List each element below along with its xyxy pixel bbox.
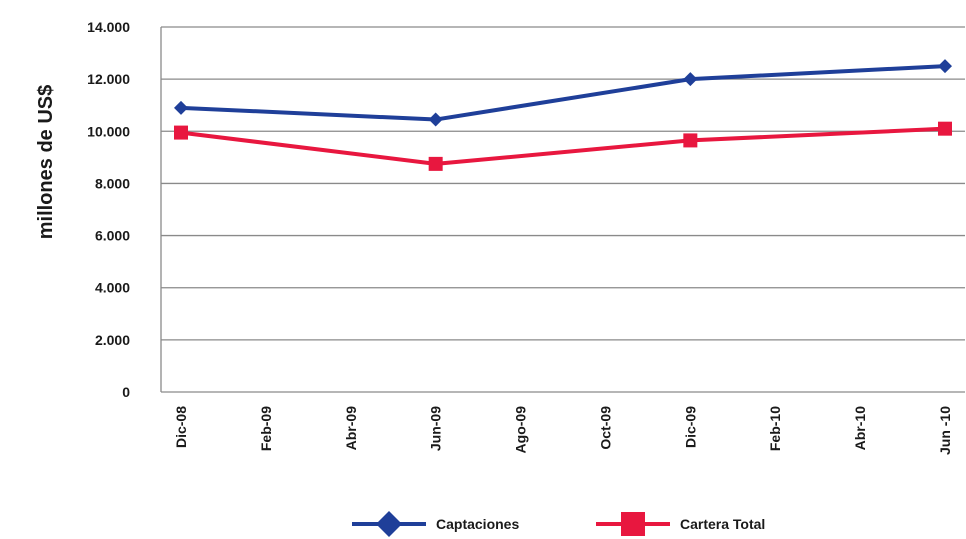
x-tick-label: Dic-08 (173, 406, 189, 448)
series-group (174, 59, 952, 171)
x-tick-labels: Dic-08 Feb-09 Abr-09 Jun-09 Ago-09 Oct-09 Dic-… (173, 406, 953, 455)
x-tick-label: Jun -10 (937, 406, 953, 455)
y-tick-label: 12.000 (87, 71, 130, 87)
y-tick-label: 4.000 (95, 280, 130, 296)
series-captaciones (174, 59, 952, 127)
y-tick-label: 10.000 (87, 123, 130, 139)
legend-label: Cartera Total (680, 516, 765, 532)
legend-item: Cartera Total (596, 512, 765, 536)
y-tick-label: 2.000 (95, 332, 130, 348)
data-point (938, 121, 952, 136)
x-tick-label: Dic-09 (682, 406, 698, 448)
x-tick-label: Abr-10 (852, 406, 868, 451)
x-tick-label: Ago-09 (513, 406, 529, 454)
legend-marker (621, 512, 645, 536)
y-tick-label: 14.000 (87, 19, 130, 35)
y-axis-label: millones de US$ (35, 85, 57, 240)
legend: Captaciones Cartera Total (352, 511, 765, 537)
legend-label: Captaciones (436, 516, 519, 532)
x-tick-label: Oct-09 (597, 406, 613, 450)
series-cartera-total (174, 121, 952, 171)
series-line (180, 126, 946, 166)
y-tick-label: 0 (122, 384, 130, 400)
x-tick-label: Jun-09 (428, 406, 444, 451)
y-tick-label: 8.000 (95, 175, 130, 191)
legend-marker (376, 511, 402, 537)
data-point (683, 72, 698, 87)
data-point (428, 112, 443, 127)
data-point (174, 125, 188, 140)
data-point (174, 100, 188, 115)
axes (160, 27, 965, 393)
data-point (683, 133, 698, 148)
y-tick-label: 6.000 (95, 228, 130, 244)
legend-item: Captaciones (352, 511, 519, 537)
y-tick-labels: 0 2.000 4.000 6.000 8.000 10.000 12.000 14.000 (87, 19, 130, 400)
gridlines (161, 26, 965, 341)
x-tick-label: Feb-10 (767, 406, 783, 451)
x-tick-label: Feb-09 (258, 406, 274, 451)
x-tick-label: Abr-09 (343, 406, 359, 451)
data-point (938, 59, 952, 74)
series-line (180, 64, 946, 122)
data-point (428, 156, 443, 171)
